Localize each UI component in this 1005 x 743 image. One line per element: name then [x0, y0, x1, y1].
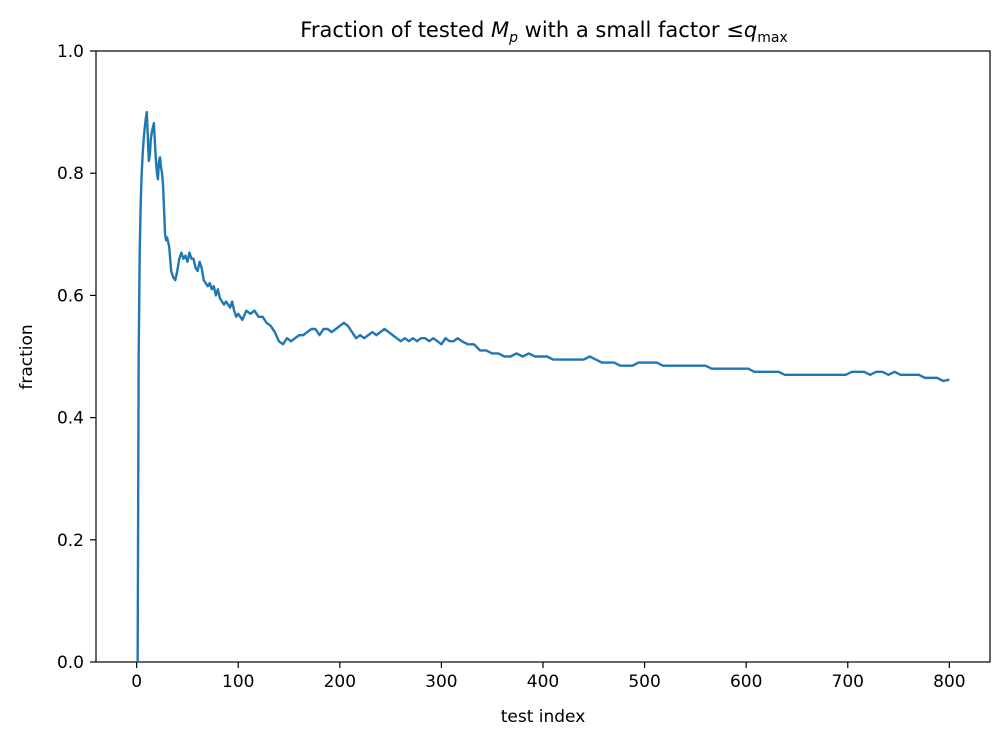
y-tick-label: 0.8 [57, 164, 84, 184]
y-tick-label: 0.2 [57, 531, 84, 551]
chart-title: Fraction of tested Mp with a small facto… [300, 18, 787, 46]
ticks: 0 100 200 300 400 500 600 700 800 0.0 0.2 0.4 0.6 0.8… [57, 42, 966, 692]
x-tick-label: 600 [730, 672, 762, 692]
title-q-sub: max [757, 30, 788, 46]
x-tick-label: 0 [131, 672, 142, 692]
title-var: M [491, 18, 509, 42]
title-leq: ≤ [726, 18, 744, 42]
x-tick-label: 300 [425, 672, 457, 692]
x-axis-label: test index [501, 707, 586, 727]
series-layer [136, 110, 950, 663]
title-var-sub: p [508, 30, 518, 46]
y-tick-label: 0.0 [57, 653, 84, 673]
x-tick-label: 100 [222, 672, 254, 692]
y-tick-label: 1.0 [57, 42, 84, 62]
title-prefix: Fraction of tested [300, 18, 491, 42]
x-tick-label: 700 [832, 672, 864, 692]
y-tick-label: 0.6 [57, 286, 84, 306]
series-line-fraction [136, 110, 950, 663]
x-tick-label: 500 [628, 672, 660, 692]
y-axis-label: fraction [17, 324, 37, 389]
title-middle: with a small factor [518, 18, 726, 42]
y-tick-label: 0.4 [57, 409, 84, 429]
title-q: q [744, 18, 757, 42]
x-tick-label: 400 [527, 672, 559, 692]
x-tick-label: 200 [324, 672, 356, 692]
x-tick-label: 800 [933, 672, 965, 692]
